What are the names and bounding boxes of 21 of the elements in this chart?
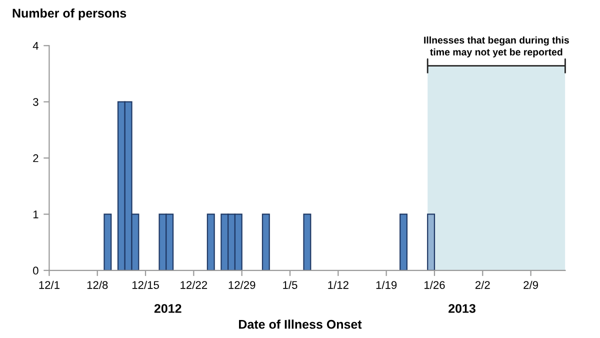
text: 2013: [448, 304, 476, 313]
text: 2012: [154, 304, 182, 313]
x-tick-label: 2/9: [524, 280, 538, 289]
x-axis-title: Date of Illness Onset: [239, 320, 362, 329]
x-tick-label: 12/29: [228, 280, 256, 289]
y-tick-label: 2: [33, 154, 38, 162]
band-label: Illnesses that began during this time may not yet be reported: [424, 36, 569, 58]
x-tick-label: 12/1: [39, 280, 60, 289]
x-tick-label: 1/19: [376, 280, 397, 289]
y-axis-title: Number of persons: [12, 8, 126, 20]
x-tick-label: 12/8: [87, 280, 108, 289]
y-tick-label: 1: [33, 210, 38, 218]
x-tick-label: 1/5: [283, 280, 298, 289]
x-tick-label: 2/2: [475, 280, 490, 289]
x-tick-label: 1/12: [328, 280, 348, 289]
x-tick-label: 1/26: [424, 280, 445, 289]
y-tick-label: 0: [33, 266, 38, 275]
x-tick-label: 12/15: [132, 280, 159, 289]
y-tick-label: 4: [32, 42, 38, 50]
x-tick-label: 12/22: [180, 280, 208, 289]
y-tick-label: 3: [33, 98, 38, 106]
